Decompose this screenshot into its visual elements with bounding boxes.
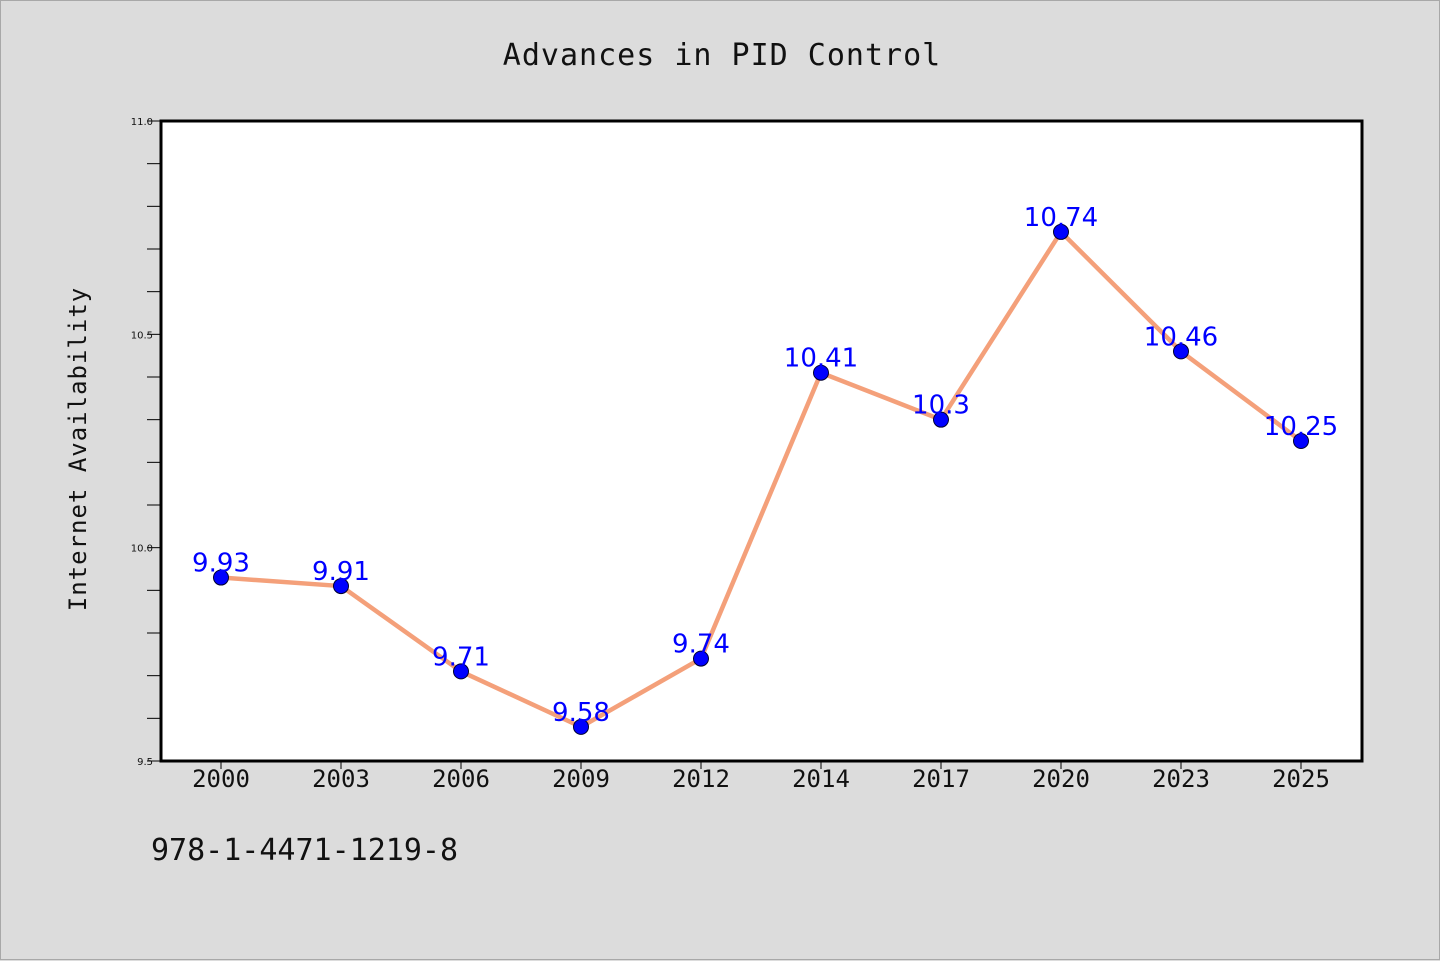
y-tick-label: 9.5: [137, 757, 153, 768]
data-point: [1173, 343, 1189, 360]
data-label: 9.58: [552, 698, 610, 728]
data-label: 9.91: [312, 557, 370, 587]
data-point: [333, 578, 349, 595]
plot-area: [159, 119, 1364, 763]
data-point: [1053, 223, 1069, 240]
data-label: 9.93: [192, 549, 250, 579]
data-label: 10.3: [912, 391, 970, 421]
chart-title: Advances in PID Control: [503, 38, 941, 73]
y-tick-label: 10.5: [131, 330, 153, 341]
x-tick-label: 2006: [432, 765, 490, 793]
data-point: [213, 569, 229, 586]
x-tick-label: 2025: [1272, 765, 1330, 793]
data-point: [1293, 433, 1309, 449]
x-tick-label: 2003: [312, 765, 370, 793]
x-tick-label: 2009: [552, 765, 610, 793]
data-label: 10.41: [784, 344, 858, 374]
data-point: [693, 650, 709, 667]
x-axis: 2000 2003 2006 2009 2012 2014 2017 2020 2023 2025: [192, 761, 1330, 793]
x-tick-label: 2020: [1032, 765, 1090, 793]
x-tick-label: 2012: [672, 765, 730, 793]
data-label: 10.25: [1264, 412, 1338, 442]
series-layer: 9.93 9.91 9.71 9.58 9.74 10.41 10.3 10.74 10.46 1…: [192, 203, 1338, 735]
series-line: [218, 229, 1304, 730]
data-point: [453, 663, 469, 680]
data-label: 9.71: [432, 642, 490, 672]
y-tick-label: 10.0: [131, 544, 153, 555]
y-tick-label: 11.0: [131, 117, 153, 128]
x-tick-label: 2014: [792, 765, 850, 793]
x-tick-label: 2023: [1152, 765, 1210, 793]
data-point: [813, 364, 829, 381]
data-point: [933, 411, 949, 428]
footer-code: 978-1-4471-1219-8: [151, 833, 459, 868]
data-label: 10.74: [1024, 203, 1098, 233]
x-tick-label: 2000: [192, 765, 250, 793]
y-axis: 9.5 10.0 10.5 11.0: [131, 117, 161, 768]
data-point: [573, 718, 589, 735]
data-label: 10.46: [1144, 322, 1218, 352]
data-label: 9.74: [672, 630, 730, 660]
x-tick-label: 2017: [912, 765, 970, 793]
y-axis-label: Internet Availability: [64, 287, 92, 611]
